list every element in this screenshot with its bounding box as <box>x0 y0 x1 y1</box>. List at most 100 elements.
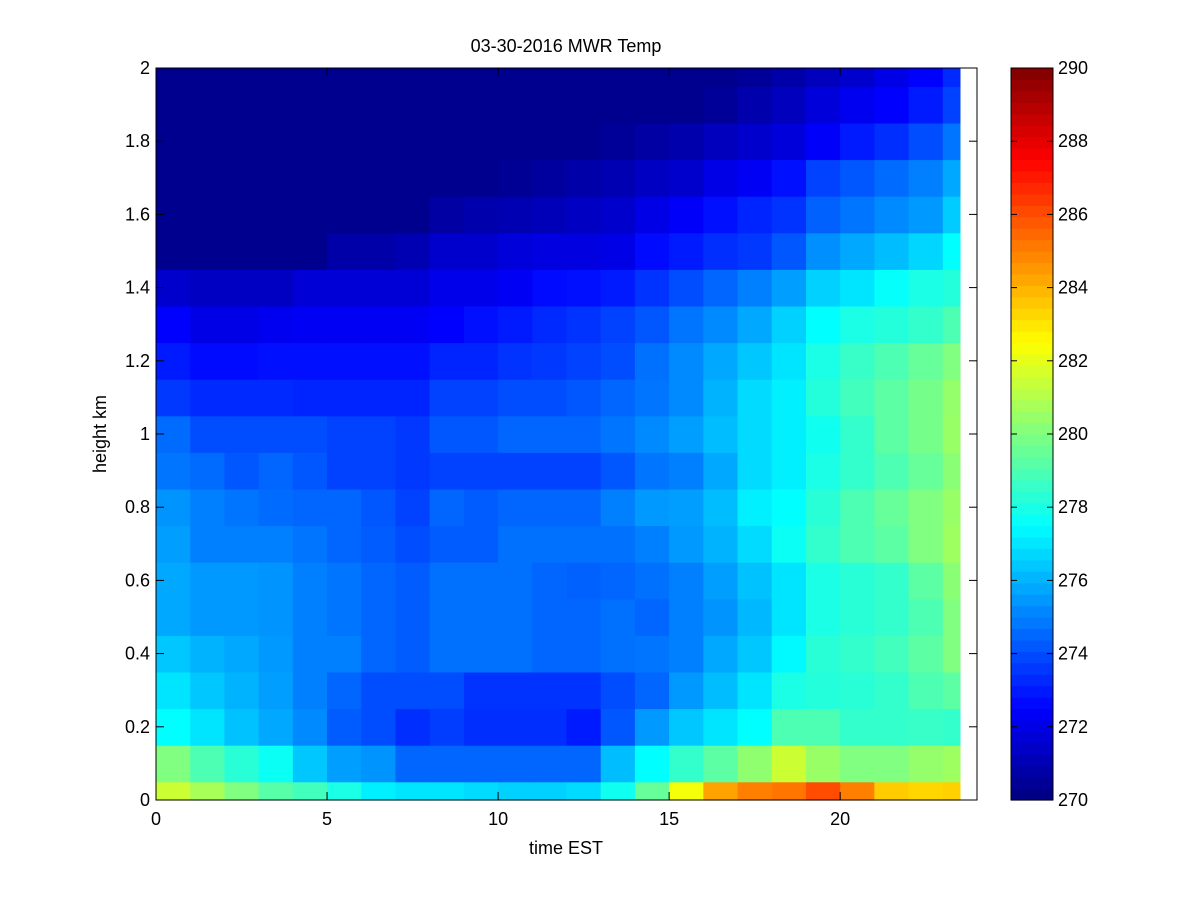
heatmap-cell <box>634 232 670 270</box>
chart-title: 03-30-2016 MWR Temp <box>471 36 662 56</box>
heatmap-cell <box>771 122 807 161</box>
heatmap-cell <box>874 708 910 746</box>
heatmap-cell <box>498 635 533 673</box>
heatmap-cell <box>669 452 704 490</box>
heatmap-cell <box>327 415 362 453</box>
heatmap-cell <box>532 562 568 600</box>
heatmap-cell <box>908 68 944 87</box>
colorbar-swatch <box>1011 582 1053 595</box>
heatmap-cell <box>498 342 533 380</box>
heatmap-cell <box>669 488 704 527</box>
heatmap-cell <box>805 305 841 344</box>
heatmap-cell <box>361 745 397 783</box>
heatmap-cell <box>395 488 431 527</box>
colorbar-swatch <box>1011 594 1053 607</box>
heatmap-cell <box>600 196 636 234</box>
heatmap-cell <box>805 122 841 161</box>
heatmap-cell <box>190 745 226 783</box>
heatmap-cell <box>634 86 670 124</box>
heatmap-cell <box>395 562 431 600</box>
colorbar-swatch <box>1011 754 1053 767</box>
heatmap-cell <box>224 415 260 453</box>
heatmap-cell <box>292 68 328 87</box>
heatmap-cell <box>429 196 465 234</box>
heatmap-cell <box>258 379 294 417</box>
heatmap-cell <box>498 122 533 161</box>
heatmap-cell <box>771 379 807 417</box>
heatmap-cell <box>840 635 875 673</box>
heatmap-cell <box>600 232 636 270</box>
heatmap-cell <box>327 781 362 801</box>
heatmap-cell <box>634 269 670 307</box>
heatmap-cell <box>840 379 875 417</box>
heatmap-cell <box>224 122 260 161</box>
x-tick-label: 0 <box>151 809 161 829</box>
heatmap-cell <box>224 525 260 563</box>
heatmap-cell <box>908 781 944 801</box>
heatmap-cell <box>669 598 704 636</box>
colorbar-tick-label: 290 <box>1058 58 1088 78</box>
heatmap-cell <box>498 159 533 197</box>
colorbar-swatch <box>1011 376 1053 389</box>
colorbar-swatch <box>1011 434 1053 447</box>
colorbar-swatch <box>1011 662 1053 675</box>
colorbar-tick-label: 274 <box>1058 644 1088 664</box>
heatmap-cell <box>874 232 910 270</box>
heatmap-cell <box>224 452 260 490</box>
heatmap-cell <box>942 196 961 234</box>
heatmap-cell <box>805 68 841 87</box>
heatmap-cell <box>771 781 807 801</box>
colorbar-swatch <box>1011 159 1053 172</box>
heatmap-cell <box>908 269 944 307</box>
heatmap-cell <box>429 525 465 563</box>
heatmap-cell <box>463 232 499 270</box>
heatmap-cell <box>634 562 670 600</box>
heatmap-cell <box>634 452 670 490</box>
heatmap-cell <box>600 86 636 124</box>
heatmap-cell <box>634 122 670 161</box>
heatmap-cell <box>566 598 602 636</box>
heatmap-cell <box>566 232 602 270</box>
heatmap-cell <box>395 232 431 270</box>
heatmap-cell <box>942 452 961 490</box>
heatmap-cell <box>224 232 260 270</box>
heatmap-cell <box>600 452 636 490</box>
heatmap-cell <box>224 781 260 801</box>
heatmap-cell <box>224 598 260 636</box>
heatmap-cell <box>156 745 191 783</box>
heatmap-cell <box>566 305 602 344</box>
heatmap-cell <box>634 342 670 380</box>
heatmap-cell <box>703 562 739 600</box>
heatmap-cell <box>292 379 328 417</box>
heatmap-cell <box>498 415 533 453</box>
heatmap-cell <box>669 781 704 801</box>
heatmap-cell <box>156 305 191 344</box>
heatmap-cell <box>771 68 807 87</box>
colorbar-swatch <box>1011 502 1053 515</box>
heatmap-cell <box>737 379 773 417</box>
heatmap-cell <box>908 562 944 600</box>
heatmap-cell <box>669 196 704 234</box>
y-tick-label: 1.4 <box>125 278 150 298</box>
heatmap-cell <box>600 671 636 710</box>
x-axis-ticks: 0 5 10 15 20 <box>151 68 850 829</box>
heatmap-cell <box>805 232 841 270</box>
heatmap-cell <box>669 525 704 563</box>
heatmap-cell <box>258 781 294 801</box>
colorbar-swatch <box>1011 674 1053 687</box>
heatmap-cell <box>703 781 739 801</box>
colorbar-ticks: 270 272 274 276 278 280 282 284 286 288 290 <box>1011 58 1088 810</box>
colorbar-swatch <box>1011 571 1053 584</box>
heatmap-cell <box>771 415 807 453</box>
heatmap-cell <box>840 452 875 490</box>
heatmap-cell <box>908 122 944 161</box>
heatmap-cell <box>258 745 294 783</box>
heatmap-cell <box>498 781 533 801</box>
colorbar-tick-label: 280 <box>1058 424 1088 444</box>
heatmap-cell <box>703 68 739 87</box>
heatmap-cell <box>395 708 431 746</box>
heatmap-cell <box>361 488 397 527</box>
heatmap-cell <box>190 379 226 417</box>
heatmap-cell <box>566 452 602 490</box>
heatmap-cell <box>669 379 704 417</box>
